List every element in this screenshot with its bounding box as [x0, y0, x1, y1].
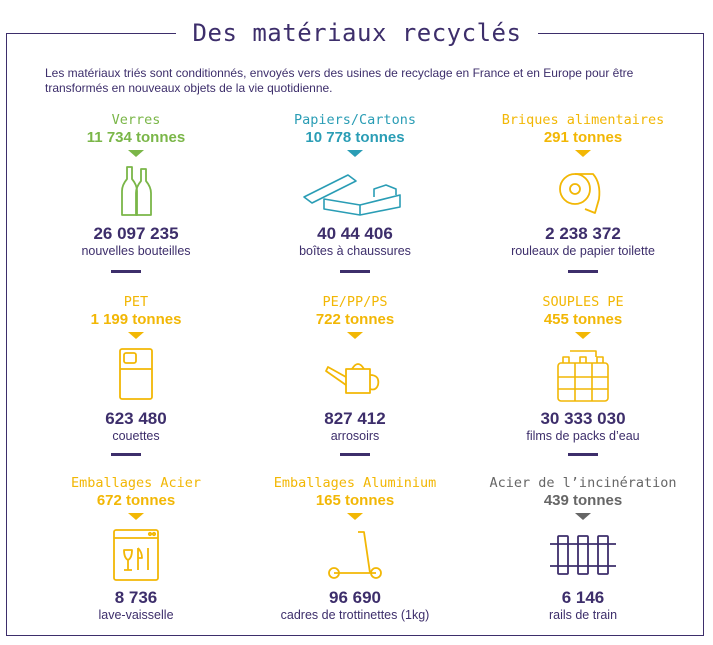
item-pe-pp-ps: PE/PP/PS 722 tonnes 827 412 arrosoirs	[240, 294, 470, 444]
tons-value: 11 734 tonnes	[86, 129, 186, 146]
item-souples-pe: SOUPLES PE 455 tonnes 30 333 030 films d…	[468, 294, 698, 444]
item-verres: Verres 11 734 tonnes 26 097 235 nouvelle…	[21, 112, 251, 259]
divider	[568, 270, 598, 273]
category-label: Briques alimentaires	[501, 112, 665, 128]
product-label: rouleaux de papier toilette	[511, 244, 655, 258]
arrow-down-icon	[347, 150, 363, 157]
divider	[568, 453, 598, 456]
item-emballages-aluminium: Emballages Aluminium 165 tonnes 96 690 c…	[240, 475, 470, 623]
product-count: 40 44 406	[317, 224, 393, 243]
bottles-icon	[121, 166, 152, 216]
tons-value: 291 tonnes	[543, 129, 623, 146]
product-count: 8 736	[114, 588, 158, 607]
item-acier-incineration: Acier de l’incinération 439 tonnes 6 146…	[468, 475, 698, 623]
tons-value: 672 tonnes	[96, 492, 176, 509]
item-emballages-acier: Emballages Acier 672 tonnes 8 736 lave-v…	[21, 475, 251, 623]
page-title: Des matériaux recyclés	[176, 16, 538, 50]
product-count: 26 097 235	[93, 224, 179, 243]
tons-value: 10 778 tonnes	[305, 129, 405, 146]
divider	[111, 453, 141, 456]
category-label: Verres	[111, 112, 161, 128]
product-label: films de packs d’eau	[526, 429, 640, 443]
product-count: 623 480	[105, 409, 167, 428]
tons-value: 165 tonnes	[315, 492, 395, 509]
category-label: Emballages Aluminium	[273, 475, 437, 491]
category-label: Acier de l’incinération	[489, 475, 677, 491]
water-pack-icon	[557, 350, 609, 402]
arrow-down-icon	[128, 150, 144, 157]
product-label: cadres de trottinettes (1kg)	[280, 608, 430, 622]
scooter-icon	[328, 531, 382, 579]
product-label: couettes	[112, 429, 160, 443]
arrow-down-icon	[575, 150, 591, 157]
toilet-paper-icon	[559, 173, 601, 214]
product-label: lave-vaisselle	[98, 608, 174, 622]
tons-value: 439 tonnes	[543, 492, 623, 509]
product-count: 827 412	[324, 409, 386, 428]
category-label: Emballages Acier	[70, 475, 202, 491]
duvet-icon	[119, 348, 153, 400]
product-count: 30 333 030	[540, 409, 626, 428]
category-label: SOUPLES PE	[542, 294, 624, 310]
shoebox-icon	[303, 174, 401, 216]
product-count: 96 690	[329, 588, 381, 607]
arrow-down-icon	[347, 513, 363, 520]
category-label: Papiers/Cartons	[294, 112, 416, 128]
rails-icon	[550, 535, 616, 575]
product-label: arrosoirs	[330, 429, 380, 443]
product-label: rails de train	[548, 608, 618, 622]
divider	[340, 270, 370, 273]
watering-can-icon	[325, 363, 380, 394]
item-pet: PET 1 199 tonnes 623 480 couettes	[21, 294, 251, 444]
category-label: PE/PP/PS	[322, 294, 388, 310]
arrow-down-icon	[575, 332, 591, 339]
tons-value: 722 tonnes	[315, 311, 395, 328]
product-count: 6 146	[561, 588, 605, 607]
product-label: boîtes à chaussures	[299, 244, 411, 258]
product-count: 2 238 372	[545, 224, 621, 243]
intro-text: Les matériaux triés sont conditionnés, e…	[45, 66, 634, 95]
divider	[111, 270, 141, 273]
arrow-down-icon	[128, 513, 144, 520]
item-briques: Briques alimentaires 291 tonnes 2 238 37…	[468, 112, 698, 259]
arrow-down-icon	[128, 332, 144, 339]
dishwasher-icon	[113, 529, 159, 581]
category-label: PET	[123, 294, 149, 310]
tons-value: 455 tonnes	[543, 311, 623, 328]
arrow-down-icon	[575, 513, 591, 520]
product-label: nouvelles bouteilles	[81, 244, 191, 258]
arrow-down-icon	[347, 332, 363, 339]
divider	[340, 453, 370, 456]
item-papiers-cartons: Papiers/Cartons 10 778 tonnes 40 44 406 …	[240, 112, 470, 259]
tons-value: 1 199 tonnes	[90, 311, 182, 328]
